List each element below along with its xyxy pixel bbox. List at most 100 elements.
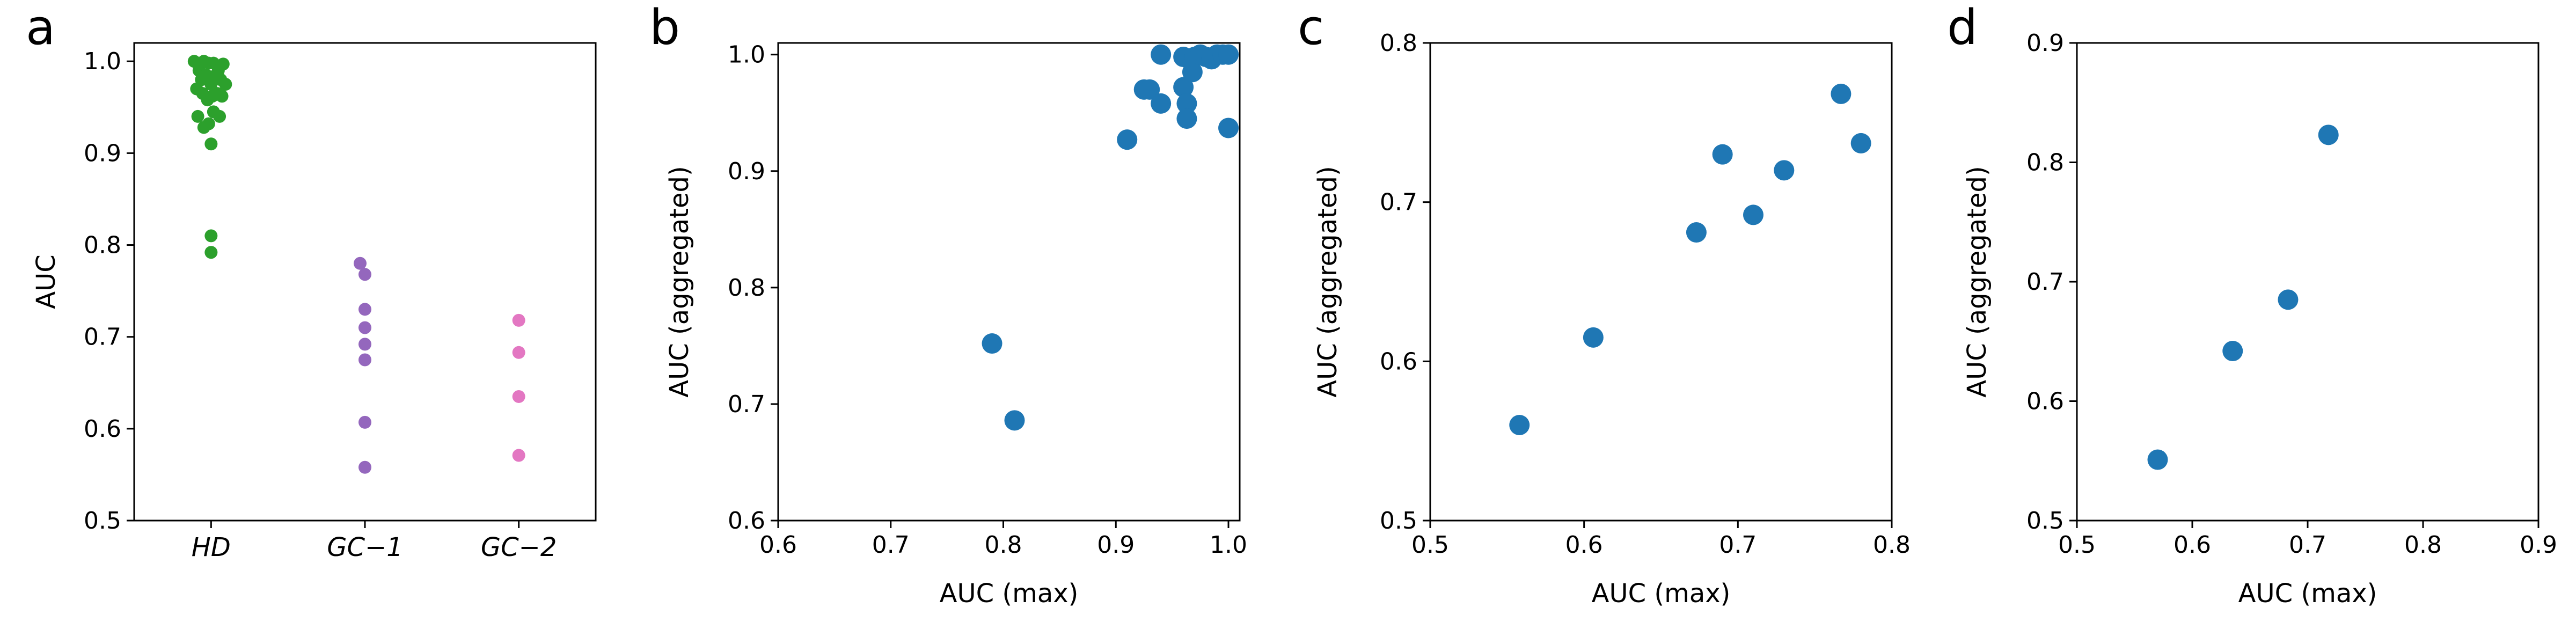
panel-a-data-point — [358, 268, 371, 281]
panel-a-data-point — [512, 449, 525, 462]
panel-a-category-label: GC−1 — [327, 532, 402, 562]
panel-a-data-point — [512, 390, 525, 403]
panel-a-data-point — [512, 313, 525, 327]
panel-d-y-tick-label: 0.6 — [2026, 388, 2064, 415]
panel-c-y-tick-label: 0.6 — [1380, 348, 1417, 375]
panel-b-data-point — [982, 333, 1002, 354]
panel-a-category-label: HD — [192, 532, 231, 562]
panel-b-data-point — [1004, 410, 1025, 431]
panel-d-x-tick-label: 0.6 — [2174, 531, 2211, 559]
panel-a-data-point — [191, 109, 204, 123]
panel-a-data-point — [358, 338, 371, 351]
panel-d-data-point — [2318, 125, 2339, 145]
panel-b-data-point — [1176, 108, 1197, 129]
panel-c-data-point — [1712, 144, 1733, 165]
panel-d-x-tick-label: 0.7 — [2289, 531, 2326, 559]
panel-d-data-point — [2147, 449, 2168, 470]
panel-d-letter: d — [1947, 0, 1978, 56]
panel-a-data-point — [213, 109, 226, 123]
panel-d-y-tick-label: 0.9 — [2026, 30, 2064, 57]
panel-b-y-tick-label: 0.8 — [728, 274, 765, 302]
panel-d-y-tick-label: 0.5 — [2026, 507, 2064, 535]
panel-c-data-point — [1686, 222, 1707, 243]
panel-b-y-axis-label: AUC (aggregated) — [664, 166, 694, 397]
panel-c-x-tick-label: 0.6 — [1565, 531, 1603, 559]
panel-b: b AUC (aggregated) AUC (max) 0.60.70.80.… — [649, 0, 1247, 609]
panel-b-letter: b — [649, 0, 680, 56]
panel-d-data-point — [2222, 341, 2243, 362]
panel-a-letter: a — [26, 0, 55, 56]
panel-a-y-tick-label: 0.6 — [84, 415, 121, 443]
panel-b-data-point — [1117, 129, 1138, 150]
panel-a-y-tick-label: 0.9 — [84, 140, 121, 167]
panel-c-x-axis-label: AUC (max) — [1592, 579, 1731, 609]
panel-a-y-tick-label: 1.0 — [84, 48, 121, 75]
panel-a: a AUC 0.5 0.6 0.7 0.8 0.9 1.0 HD GC−1 GC−2 — [26, 0, 597, 562]
panel-a-data-point — [216, 57, 230, 71]
panel-c-data-point — [1583, 327, 1604, 348]
panel-a-data-point — [204, 246, 218, 259]
panel-c-y-tick-label: 0.7 — [1380, 189, 1417, 216]
panel-c-data-point — [1774, 160, 1795, 181]
panel-a-data-point — [204, 137, 218, 151]
panel-a-y-tick-label: 0.5 — [84, 507, 121, 535]
panel-d-x-axis-label: AUC (max) — [2238, 579, 2377, 609]
panel-b-x-tick-label: 0.8 — [985, 531, 1022, 559]
panel-d-plot-area: 0.5 0.6 0.7 0.8 0.9 0.5 0.6 0.7 0.8 0.9 — [2026, 30, 2557, 559]
panel-a-data-point — [219, 78, 232, 91]
panel-a-frame — [133, 42, 597, 522]
panel-b-plot-area: 0.6 0.7 0.8 0.9 1.0 0.6 0.7 0.8 0.9 1.0 — [728, 41, 1247, 559]
panel-b-x-tick-label: 0.9 — [1097, 531, 1135, 559]
panel-b-data-point — [1173, 77, 1194, 98]
panel-c-x-tick-label: 0.5 — [1411, 531, 1449, 559]
panel-b-x-axis-label: AUC (max) — [940, 579, 1079, 609]
panel-c-letter: c — [1298, 0, 1324, 56]
panel-b-data-point — [1139, 79, 1160, 100]
panel-d-frame — [2076, 42, 2540, 522]
panel-b-data-point — [1151, 44, 1172, 65]
panel-b-y-tick-label: 1.0 — [728, 41, 765, 69]
panel-d-x-tick-label: 0.5 — [2058, 531, 2096, 559]
panel-b-data-point — [1218, 118, 1239, 138]
panel-b-x-tick-label: 1.0 — [1210, 531, 1247, 559]
panel-a-data-point — [358, 415, 371, 429]
panel-b-frame — [777, 42, 1241, 522]
panel-a-plot-area: 0.5 0.6 0.7 0.8 0.9 1.0 HD GC−1 GC−2 — [84, 48, 557, 562]
panel-a-data-point — [512, 346, 525, 359]
panel-c-frame — [1429, 42, 1893, 522]
panel-a-y-tick-label: 0.7 — [84, 324, 121, 351]
panel-a-y-tick-label: 0.8 — [84, 232, 121, 259]
panel-c-y-tick-label: 0.8 — [1380, 30, 1417, 57]
panel-a-data-point — [358, 303, 371, 316]
panel-d-y-tick-label: 0.7 — [2026, 268, 2064, 296]
panel-c-data-point — [1850, 133, 1871, 153]
panel-b-x-tick-label: 0.7 — [872, 531, 910, 559]
panel-c-x-tick-label: 0.7 — [1719, 531, 1757, 559]
panel-a-data-point — [215, 90, 229, 103]
panel-b-y-tick-label: 0.9 — [728, 158, 765, 185]
panel-d-data-point — [2278, 289, 2299, 310]
panel-c-plot-area: 0.5 0.6 0.7 0.8 0.5 0.6 0.7 0.8 — [1380, 30, 1911, 559]
panel-a-data-point — [358, 321, 371, 334]
panel-b-data-point — [1151, 93, 1172, 114]
panel-b-data-point — [1176, 93, 1197, 114]
panel-c-data-point — [1831, 83, 1851, 104]
panel-d-y-axis-label: AUC (aggregated) — [1962, 166, 1992, 397]
panel-b-y-tick-label: 0.6 — [728, 507, 765, 535]
panel-a-data-point — [354, 257, 367, 270]
panel-d-x-tick-label: 0.8 — [2404, 531, 2442, 559]
panel-d-y-tick-label: 0.8 — [2026, 149, 2064, 177]
panel-d: d AUC (aggregated) AUC (max) 0.5 0.6 0.7 0.… — [1947, 0, 2557, 609]
panel-c-x-tick-label: 0.8 — [1873, 531, 1911, 559]
panel-b-x-tick-label: 0.6 — [759, 531, 797, 559]
panel-b-data-point — [1218, 44, 1239, 65]
panel-c-y-tick-label: 0.5 — [1380, 507, 1417, 535]
panel-a-category-label: GC−2 — [481, 532, 557, 562]
panel-c-y-axis-label: AUC (aggregated) — [1313, 166, 1343, 397]
panel-a-data-point — [202, 117, 215, 130]
panel-c-data-point — [1509, 415, 1530, 435]
panel-b-y-tick-label: 0.7 — [728, 391, 765, 418]
panel-a-data-point — [358, 460, 371, 474]
